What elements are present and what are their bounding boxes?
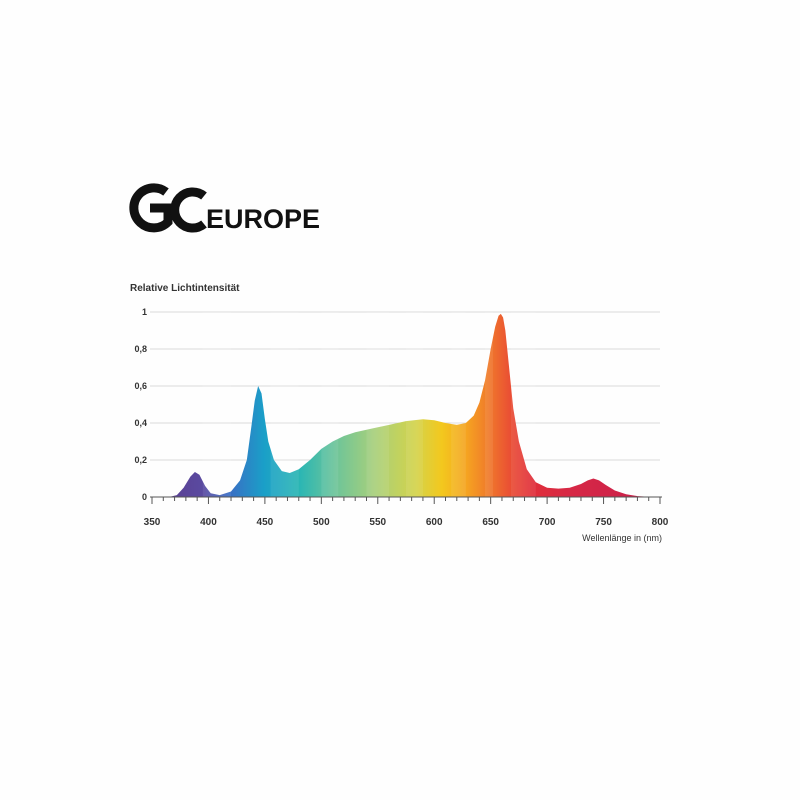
spectrum-shading-band [485, 312, 493, 497]
y-tick-label: 0 [142, 492, 147, 502]
spectrum-shading-band [366, 312, 390, 497]
spectrum-shading-band [321, 312, 339, 497]
spectrum-shading-band [270, 312, 299, 497]
x-axis [150, 496, 662, 504]
spectrum-shading-band [202, 312, 232, 497]
spectrum-shading-band [451, 312, 466, 497]
x-tick-label: 450 [257, 517, 274, 528]
x-tick-labels: 350 400 450 500 550 600 650 700 750 800 [144, 517, 669, 528]
spectrum-shading-band [406, 312, 423, 497]
x-tick-label: 750 [595, 517, 612, 528]
logo-wordmark: EUROPE [206, 204, 320, 234]
spectrum-area [168, 313, 657, 497]
x-tick-label: 400 [200, 517, 217, 528]
x-tick-label: 350 [144, 517, 161, 528]
y-tick-label: 0,8 [134, 344, 147, 354]
y-tick-label: 0,6 [134, 381, 147, 391]
spectrum-shading-band [510, 312, 536, 497]
x-tick-label: 550 [369, 517, 386, 528]
y-tick-label: 0,4 [134, 418, 147, 428]
logo-g-mark [129, 183, 173, 233]
logo-c-mark [170, 187, 207, 233]
x-tick-label: 600 [426, 517, 443, 528]
gc-europe-logo: EUROPE [129, 183, 320, 234]
spectrum-area-group [168, 312, 657, 497]
x-tick-label: 650 [482, 517, 499, 528]
y-tick-label: 1 [142, 307, 147, 317]
y-axis-title: Relative Lichtintensität [130, 283, 240, 294]
x-tick-label: 800 [652, 517, 669, 528]
x-axis-title: Wellenlänge in (nm) [582, 533, 662, 543]
x-tick-label: 500 [313, 517, 330, 528]
y-tick-labels: 0 0,2 0,4 0,6 0,8 1 [134, 307, 147, 502]
x-tick-label: 700 [539, 517, 556, 528]
y-tick-label: 0,2 [134, 455, 147, 465]
